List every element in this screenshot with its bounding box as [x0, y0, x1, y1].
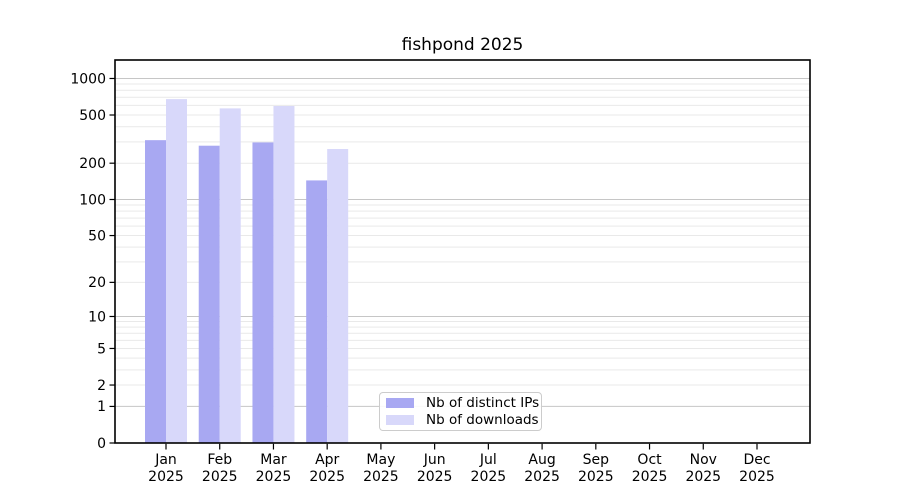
x-tick-label-year: 2025 [309, 469, 345, 485]
x-tick-label-year: 2025 [417, 469, 453, 485]
legend-item-downloads: Nb of downloads [386, 412, 541, 428]
x-tick-label-year: 2025 [471, 469, 507, 485]
legend-label-downloads: Nb of downloads [426, 412, 539, 429]
x-tick-label-year: 2025 [256, 469, 292, 485]
bar-distinct-ips [306, 180, 328, 444]
bar-downloads [219, 108, 241, 444]
chart-title: fishpond 2025 [401, 35, 524, 55]
x-tick-label-month: Oct [637, 452, 662, 468]
x-tick-label-month: Apr [315, 452, 339, 468]
x-tick-label-month: Mar [260, 452, 287, 468]
bar-distinct-ips [252, 142, 274, 444]
x-tick-label-year: 2025 [363, 469, 399, 485]
y-tick-label: 50 [88, 228, 106, 244]
legend-box: Nb of distinct IPs Nb of downloads [379, 392, 542, 431]
bar-downloads [327, 149, 349, 443]
y-tick-label: 500 [79, 108, 106, 124]
x-tick-label-year: 2025 [739, 469, 775, 485]
bar-downloads [273, 106, 295, 444]
legend-swatch-downloads [386, 415, 414, 426]
x-tick-label-month: Jun [423, 452, 446, 468]
y-tick-label: 2 [97, 378, 106, 394]
y-tick-label: 10 [88, 309, 106, 325]
x-tick-label-month: Jul [479, 452, 497, 468]
legend-swatch-distinct-ips [386, 397, 414, 408]
y-tick-label: 100 [79, 192, 106, 208]
y-tick-label: 1000 [70, 71, 106, 87]
x-tick-label-year: 2025 [202, 469, 238, 485]
x-tick-label-month: May [366, 452, 395, 468]
y-tick-label: 20 [88, 275, 106, 291]
x-tick-label-year: 2025 [685, 469, 721, 485]
x-tick-label-year: 2025 [578, 469, 614, 485]
y-tick-label: 1 [97, 399, 106, 415]
x-tick-label-month: Sep [583, 452, 610, 468]
legend-item-distinct-ips: Nb of distinct IPs [386, 395, 541, 411]
bar-distinct-ips [198, 145, 220, 444]
x-tick-label-month: Nov [690, 452, 717, 468]
y-tick-label: 0 [97, 436, 106, 452]
x-tick-label-month: Jan [154, 452, 177, 468]
plot-border [114, 59, 811, 444]
x-tick-label-year: 2025 [148, 469, 184, 485]
x-tick-label-year: 2025 [524, 469, 560, 485]
bar-distinct-ips [145, 140, 166, 443]
y-tick-label: 200 [79, 156, 106, 172]
y-tick-label: 5 [97, 341, 106, 357]
x-tick-label-month: Feb [207, 452, 232, 468]
legend-label-distinct-ips: Nb of distinct IPs [426, 394, 540, 411]
x-tick-label-month: Aug [528, 452, 555, 468]
x-tick-label-year: 2025 [632, 469, 668, 485]
bar-downloads [166, 99, 187, 443]
x-tick-label-month: Dec [743, 452, 770, 468]
